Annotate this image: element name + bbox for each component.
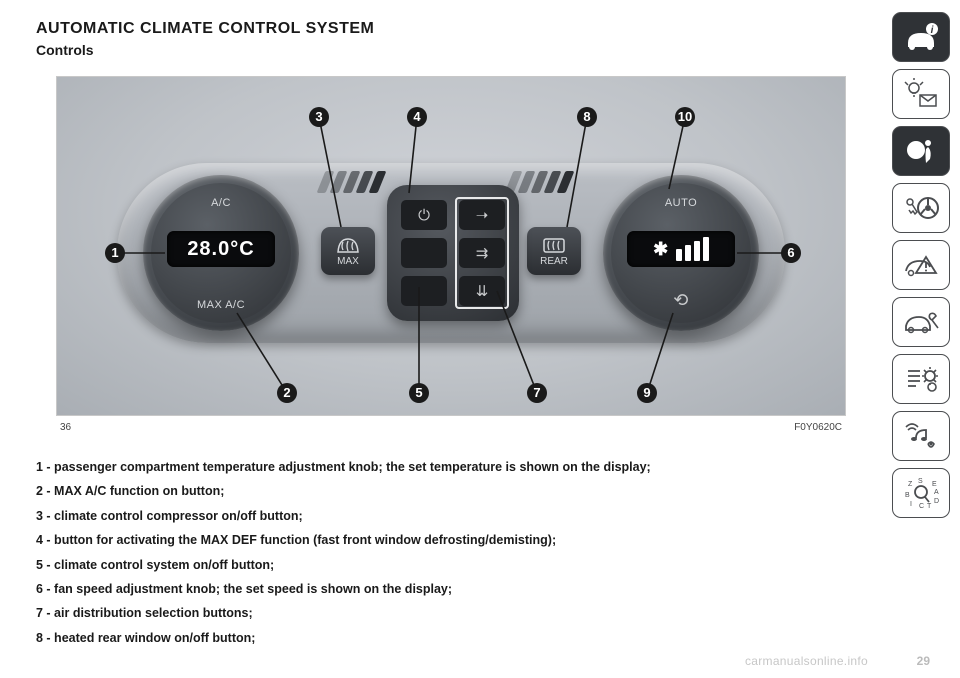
- list-gear-icon: [902, 363, 940, 395]
- sidebar-item-lights[interactable]: [892, 69, 950, 119]
- svg-text:D: D: [934, 498, 939, 505]
- sidebar-nav: i Z B I C S: [884, 0, 960, 678]
- svg-text:2: 2: [283, 385, 290, 400]
- svg-text:A: A: [934, 489, 939, 496]
- figure-caption: 36 F0Y0620C: [56, 422, 846, 433]
- list-item: 8 - heated rear window on/off button;: [36, 626, 866, 650]
- svg-text:8: 8: [583, 109, 590, 124]
- sidebar-item-specs[interactable]: [892, 354, 950, 404]
- svg-text:C: C: [919, 503, 924, 509]
- svg-text:1: 1: [111, 245, 118, 260]
- list-item: 1 - passenger compartment temperature ad…: [36, 455, 866, 479]
- svg-text:3: 3: [315, 109, 322, 124]
- figure-ref: F0Y0620C: [794, 422, 842, 433]
- figure-climate-panel: A/C 28.0°C MAX A/C AUTO ✱ ⟲ MAX REAR: [56, 76, 846, 416]
- svg-text:6: 6: [787, 245, 794, 260]
- svg-text:7: 7: [533, 385, 540, 400]
- sidebar-item-index[interactable]: Z B I C S T E A D: [892, 468, 950, 518]
- main-content: AUTOMATIC CLIMATE CONTROL SYSTEM Control…: [0, 0, 884, 678]
- list-item: 3 - climate control compressor on/off bu…: [36, 504, 866, 528]
- car-warning-icon: [902, 249, 940, 281]
- figure-number: 36: [60, 422, 71, 433]
- watermark: carmanualsonline.info: [745, 654, 868, 668]
- svg-text:I: I: [910, 501, 912, 508]
- car-info-icon: i: [902, 21, 940, 53]
- svg-text:9: 9: [643, 385, 650, 400]
- sidebar-item-warning[interactable]: [892, 240, 950, 290]
- nav-music-icon: [902, 420, 940, 452]
- page-number: 29: [917, 654, 930, 668]
- index-search-icon: Z B I C S T E A D: [902, 477, 940, 509]
- svg-text:S: S: [918, 478, 923, 485]
- svg-text:10: 10: [678, 109, 692, 124]
- svg-text:T: T: [927, 503, 932, 509]
- key-wheel-icon: [902, 192, 940, 224]
- svg-text:B: B: [905, 492, 910, 499]
- list-item: 5 - climate control system on/off button…: [36, 553, 866, 577]
- page-subtitle: Controls: [36, 42, 866, 58]
- svg-text:5: 5: [415, 385, 422, 400]
- airbag-icon: [902, 135, 940, 167]
- controls-list: 1 - passenger compartment temperature ad…: [36, 455, 866, 650]
- sidebar-item-info[interactable]: i: [892, 12, 950, 62]
- page-title: AUTOMATIC CLIMATE CONTROL SYSTEM: [36, 20, 866, 38]
- car-wrench-icon: [902, 306, 940, 338]
- svg-text:i: i: [931, 25, 934, 36]
- sidebar-item-service[interactable]: [892, 297, 950, 347]
- svg-text:E: E: [932, 481, 937, 488]
- svg-text:Z: Z: [908, 481, 913, 488]
- sidebar-item-starting[interactable]: [892, 183, 950, 233]
- list-item: 4 - button for activating the MAX DEF fu…: [36, 528, 866, 552]
- list-item: 2 - MAX A/C function on button;: [36, 479, 866, 503]
- list-item: 7 - air distribution selection buttons;: [36, 601, 866, 625]
- svg-text:4: 4: [413, 109, 421, 124]
- bulb-mail-icon: [902, 78, 940, 110]
- sidebar-item-safety[interactable]: [892, 126, 950, 176]
- sidebar-item-multimedia[interactable]: [892, 411, 950, 461]
- callout-overlay: 1 2 3 4 5 6 7 8 9 10: [57, 77, 846, 416]
- list-item: 6 - fan speed adjustment knob; the set s…: [36, 577, 866, 601]
